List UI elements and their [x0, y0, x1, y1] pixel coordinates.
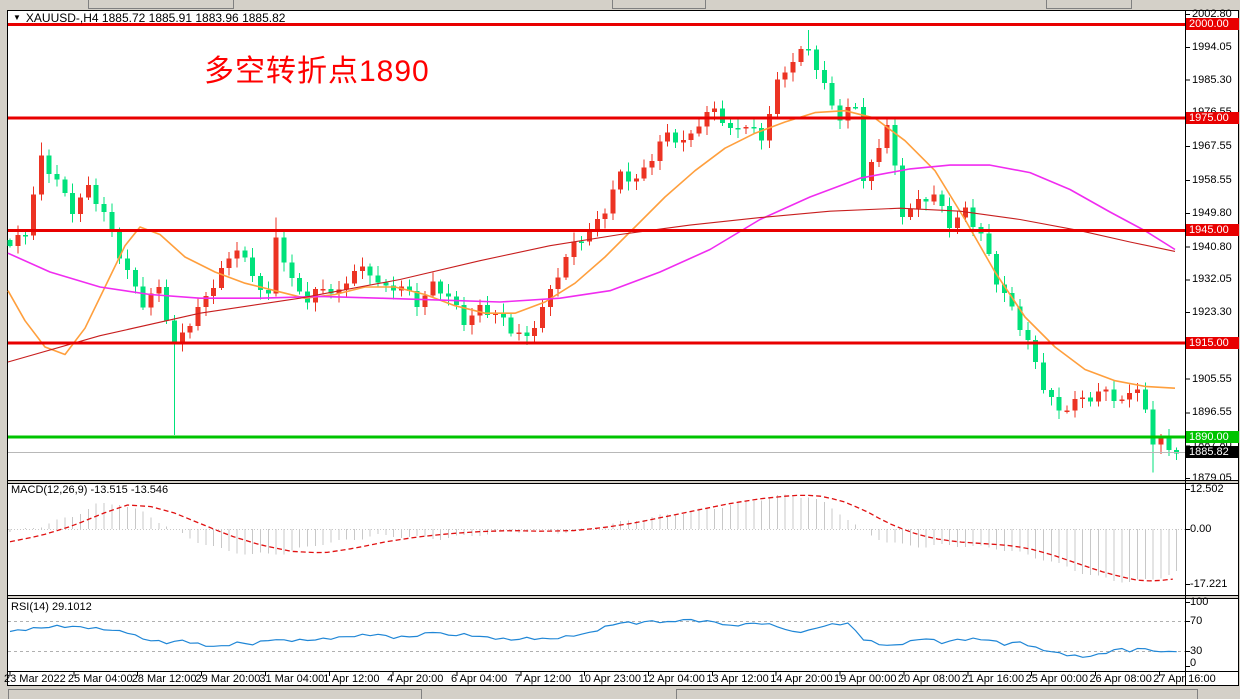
statusbar-fragment: [8, 689, 422, 699]
time-axis-label: 25 Apr 00:00: [1025, 673, 1088, 685]
time-axis-label: 20 Apr 08:00: [897, 673, 961, 685]
macd-tick-label: 12.502: [1190, 482, 1224, 495]
price-tick-label: 1896.55: [1192, 406, 1232, 419]
macd-tick-label: 0.00: [1190, 523, 1212, 535]
price-tick-label: 1967.55: [1192, 140, 1232, 153]
time-axis-label: 19 Apr 00:00: [834, 673, 897, 685]
rsi-tick-label: 70: [1190, 615, 1203, 627]
price-level-badge: 2000.00: [1186, 18, 1239, 30]
time-axis-label: 31 Mar 04:00: [259, 673, 325, 685]
chart-annotation: 多空转折点1890: [204, 55, 430, 88]
time-axis-label: 23 Mar 2022: [4, 673, 66, 685]
time-axis-label: 13 Apr 12:00: [706, 673, 769, 685]
macd-tick-label: -17.221: [1190, 578, 1228, 591]
time-axis-label: 27 Apr 16:00: [1153, 673, 1216, 685]
price-tick-label: 1932.05: [1192, 273, 1232, 286]
price-tick-label: 1958.55: [1192, 173, 1232, 186]
price-tick-label: 1879.05: [1192, 472, 1232, 485]
price-tick-label: 2002.80: [1192, 8, 1232, 20]
toolbar-fragment: [88, 0, 234, 9]
time-axis-label: 1 Apr 12:00: [323, 673, 380, 685]
price-level-badge: 1885.82: [1186, 446, 1239, 459]
price-level-badge: 1915.00: [1186, 336, 1239, 349]
price-tick-label: 1994.05: [1192, 40, 1232, 53]
rsi-tick-label: 30: [1190, 645, 1203, 657]
rsi-indicator-label: RSI(14) 29.1012: [11, 601, 92, 613]
chart-title: XAUUSD-,H4 1885.72 1885.91 1883.96 1885.…: [25, 10, 286, 25]
time-axis-label: 4 Apr 20:00: [387, 673, 444, 685]
rsi-tick-label: 0: [1190, 657, 1197, 669]
price-tick-label: 1940.80: [1192, 240, 1232, 253]
toolbar-fragment: [612, 0, 706, 9]
price-level-badge: 1890.00: [1186, 430, 1239, 443]
time-axis-label: 14 Apr 20:00: [770, 673, 833, 685]
toolbar-fragment: [1046, 0, 1132, 9]
time-axis-label: 10 Apr 23:00: [578, 673, 642, 685]
price-tick-label: 1905.55: [1192, 372, 1232, 385]
time-axis-label: 12 Apr 04:00: [642, 673, 705, 685]
time-axis-label: 6 Apr 04:00: [450, 673, 508, 685]
price-level-badge: 1945.00: [1186, 224, 1239, 237]
time-axis-label: 7 Apr 12:00: [514, 673, 572, 685]
price-tick-label: 1949.80: [1192, 206, 1232, 219]
time-axis-label: 25 Mar 04:00: [67, 673, 133, 685]
chart-title-bar: ▼ XAUUSD-,H4 1885.72 1885.91 1883.96 188…: [13, 10, 286, 25]
statusbar-fragment: [676, 689, 1198, 699]
time-axis-label: 26 Apr 08:00: [1089, 673, 1152, 685]
rsi-tick-label: 100: [1190, 596, 1209, 608]
time-axis-label: 28 Mar 12:00: [131, 673, 197, 685]
macd-indicator-label: MACD(12,26,9) -13.515 -13.546: [11, 484, 169, 496]
time-axis-label: 29 Mar 20:00: [195, 673, 261, 685]
price-level-badge: 1975.00: [1186, 111, 1239, 124]
price-tick-label: 1985.30: [1192, 73, 1232, 86]
time-axis-label: 21 Apr 16:00: [961, 673, 1025, 685]
symbol-dropdown-icon[interactable]: ▼: [13, 13, 21, 22]
price-tick-label: 1923.30: [1192, 306, 1232, 319]
